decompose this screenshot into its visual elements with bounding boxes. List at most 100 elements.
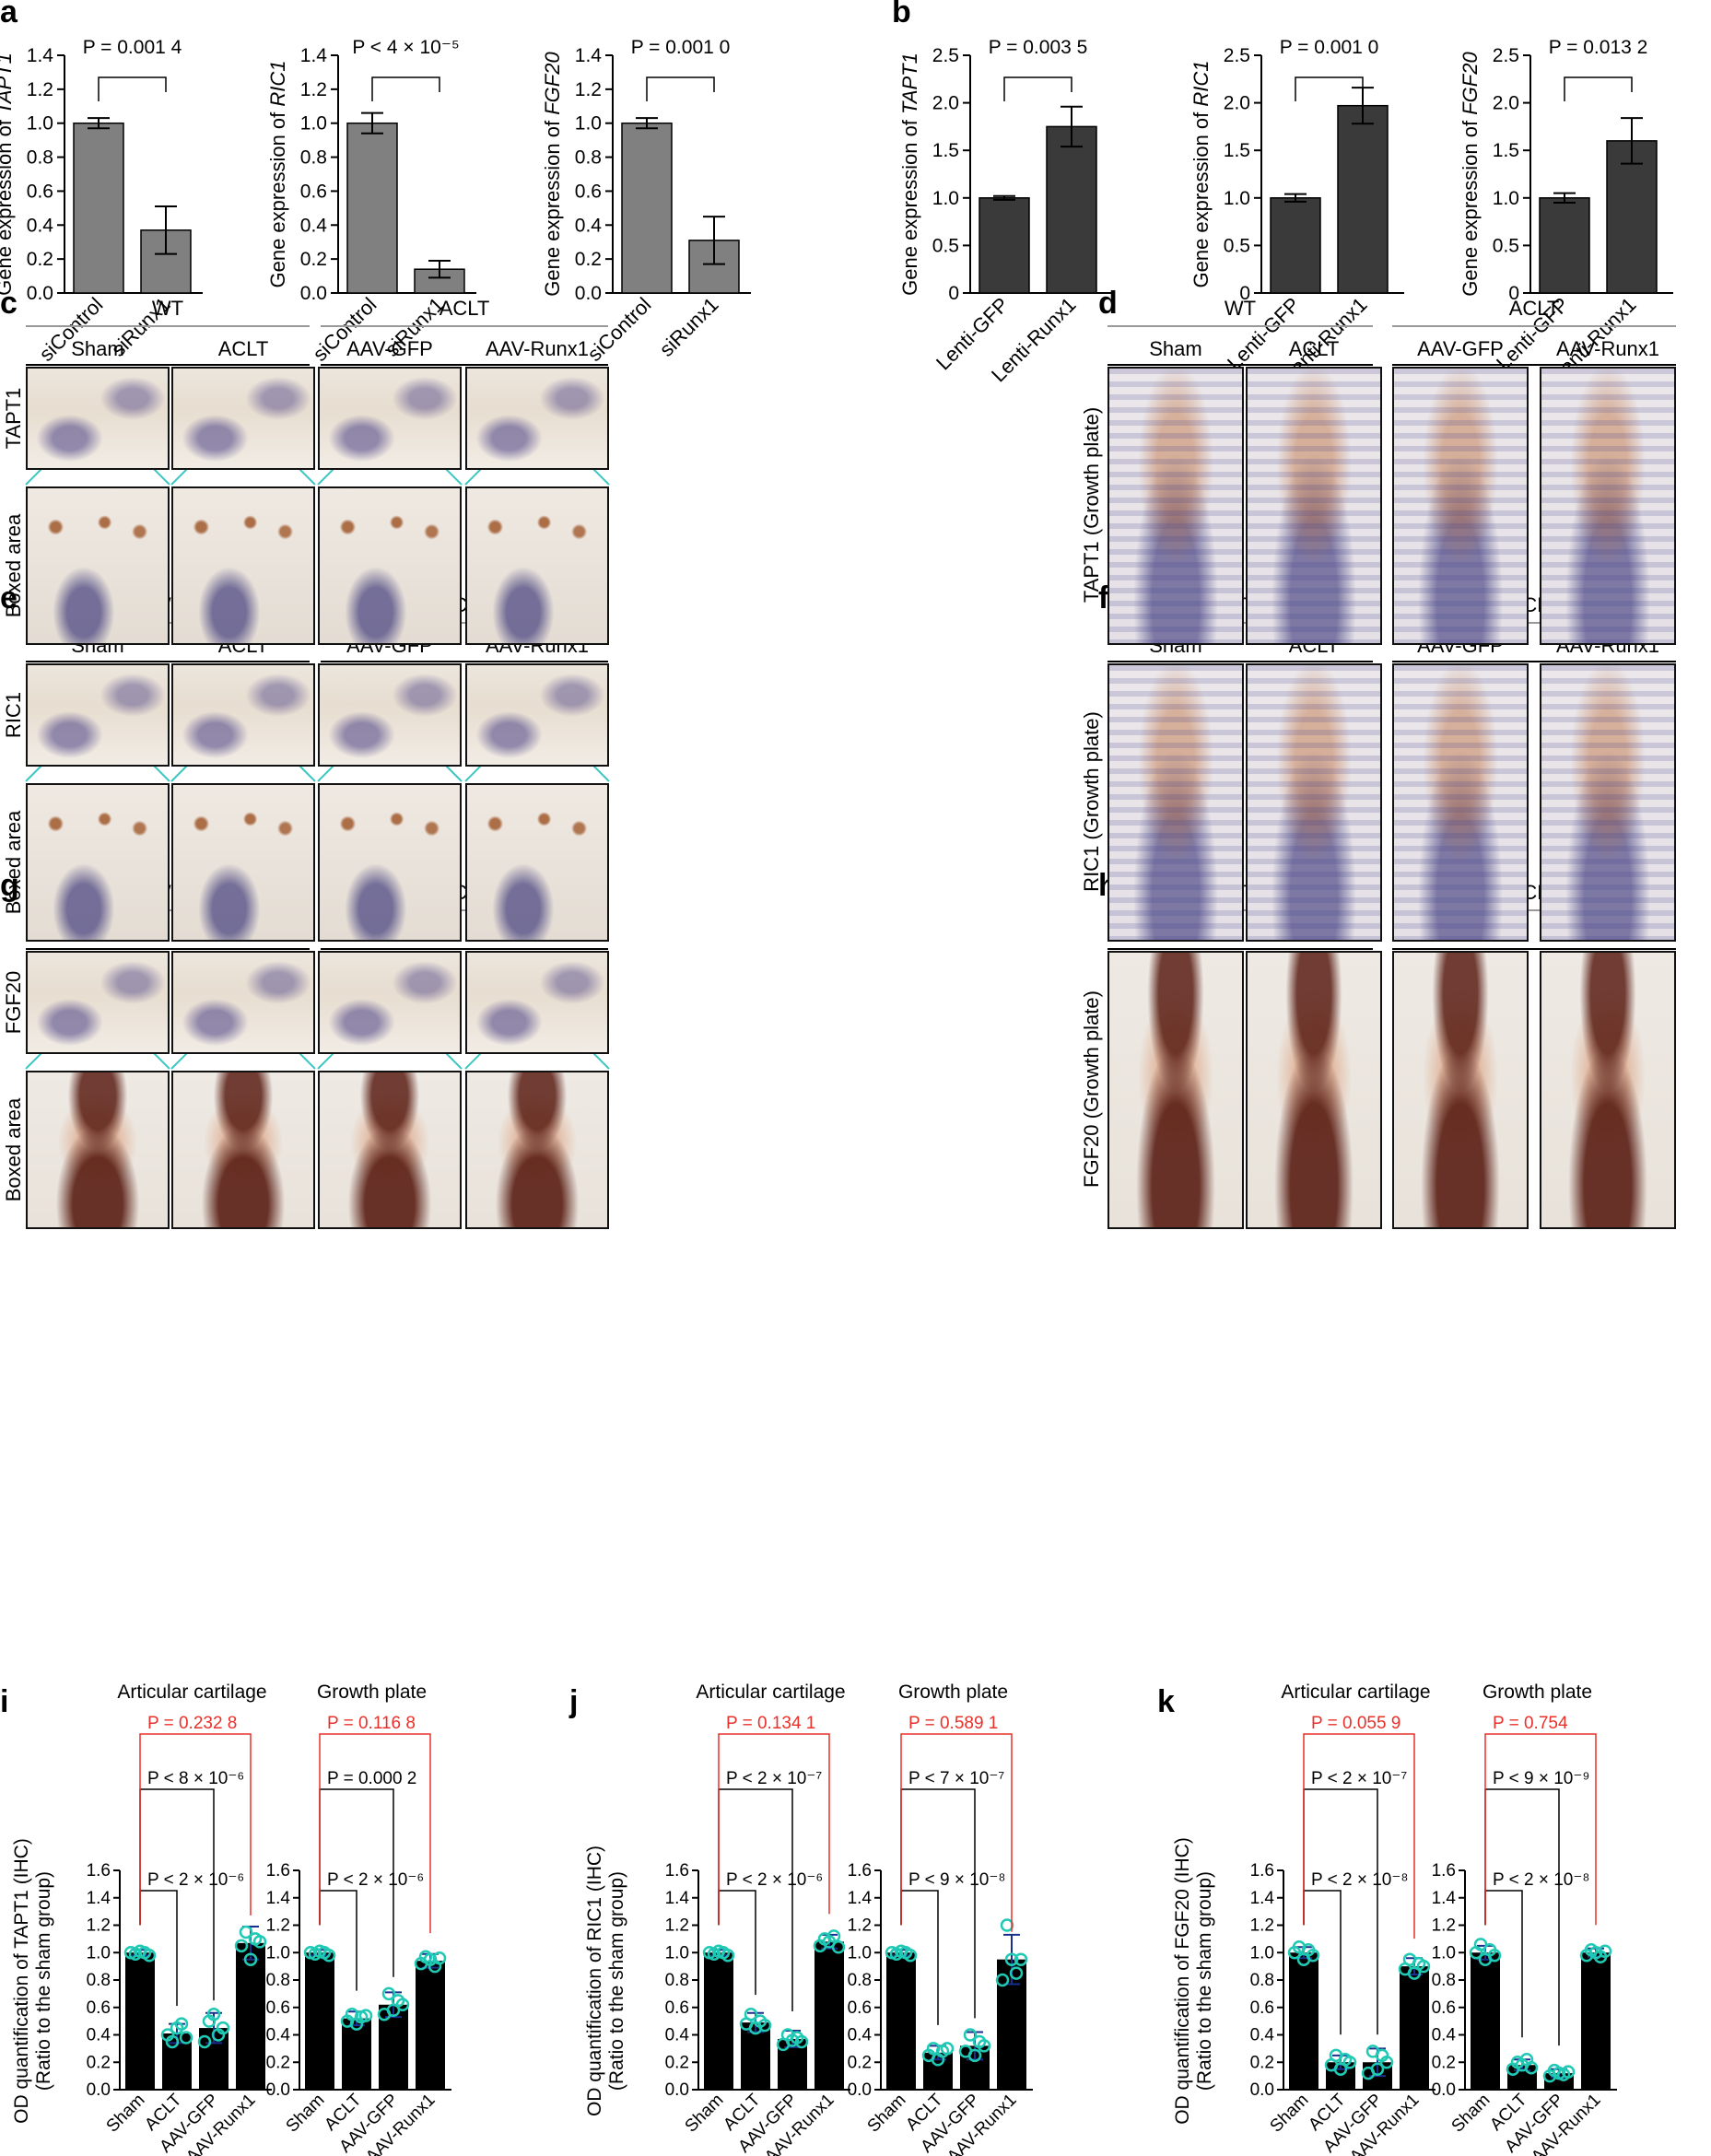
significance-bracket: [371, 76, 440, 101]
data-point: [179, 2031, 193, 2045]
comparison-bracket: [718, 1733, 830, 1926]
y-tick-label: 0.5: [1224, 235, 1250, 256]
y-tick-label: 1.4: [848, 1889, 873, 1908]
data-point: [1370, 2062, 1385, 2076]
micrograph-header: WT ACLT Sham ACLT AAV-GFP AAV-Runx1: [26, 297, 608, 366]
bar: [125, 1952, 155, 2090]
bar: [73, 122, 124, 294]
y-tick-label: 0.8: [27, 147, 53, 169]
y-tick-label: 0.8: [575, 147, 602, 169]
y-axis-label: Gene expression of RIC1: [266, 60, 289, 287]
marker-label: FGF20: [2, 971, 25, 1034]
y-axis-label: Gene expression of TAPT1: [0, 53, 16, 296]
micrograph-growth-plate-aav-gfp: [1392, 367, 1529, 645]
comparison-p-value: P = 0.589 1: [908, 1714, 998, 1733]
micrograph-growth-plate-aav-runx1: [1540, 367, 1676, 645]
data-point: [1009, 1966, 1024, 1980]
y-tick-label: 0.8: [1432, 1971, 1456, 1990]
y-tick-label: 0.5: [932, 235, 959, 256]
data-point: [234, 1939, 249, 1953]
micrograph-overview-aav-gfp: [318, 663, 462, 767]
comparison-p-value: P < 2 × 10⁻⁶: [726, 1870, 823, 1890]
micrograph-boxed-aav-runx1: [465, 783, 609, 942]
micrograph-boxed-aav-runx1: [465, 486, 609, 645]
y-tick-label: 0.0: [1250, 2080, 1274, 2100]
significance-bracket: [1295, 76, 1364, 101]
comparison-bracket: [900, 1733, 1013, 1932]
y-tick-label: 0.2: [1432, 2053, 1456, 2072]
data-point: [322, 1948, 336, 1963]
y-tick-label: 0.4: [87, 2026, 111, 2045]
y-tick-label: 0.0: [27, 283, 53, 304]
comparison-p-value: P < 2 × 10⁻⁸: [1311, 1870, 1408, 1890]
y-tick-label: 1.5: [932, 140, 959, 161]
panel-letter-f: f: [1098, 580, 1109, 615]
micrograph-overview-aav-runx1: [465, 367, 609, 470]
aclt-label: ACLT: [1509, 297, 1560, 320]
comparison-p-value: P = 0.116 8: [327, 1714, 416, 1733]
od-y-axis-sublabel: (Ratio to the sham group): [606, 1871, 627, 2091]
micrograph-growth-plate-aav-runx1: [1540, 663, 1676, 942]
data-point: [1561, 2065, 1576, 2079]
y-tick-label: 2.0: [932, 93, 959, 114]
micrograph-boxed-sham: [26, 783, 170, 942]
micrograph-boxed-aav-runx1: [465, 1071, 609, 1229]
micrograph-boxed-aav-gfp: [318, 783, 462, 942]
panel-letter-k: k: [1157, 1684, 1175, 1719]
boxed-area-label: Boxed area: [2, 1097, 25, 1201]
comparison-p-value: P < 2 × 10⁻⁷: [1311, 1769, 1407, 1788]
y-tick-label: 0.6: [300, 181, 327, 202]
panel-letter-d: d: [1098, 286, 1118, 321]
y-axis-label: Gene expression of RIC1: [1189, 60, 1213, 287]
y-tick-label: 0.8: [1250, 1971, 1274, 1990]
data-point: [165, 2034, 180, 2049]
y-tick-label: 0.4: [665, 2026, 690, 2045]
y-tick-label: 1.6: [266, 1861, 290, 1881]
bar: [1539, 197, 1590, 294]
micrograph-overview-sham: [26, 663, 170, 767]
growth-plate-label: FGF20 (Growth plate): [1080, 990, 1103, 1188]
gene-chart-a-fgf20: 0.0 0.2 0.4 0.6 0.8 1.0 1.2 1.4 Gene expression …: [541, 37, 751, 366]
y-tick-label: 1.0: [848, 1943, 872, 1963]
y-tick-label: 0.2: [300, 249, 327, 270]
group-label: Sham: [1149, 337, 1201, 360]
significance-bracket: [646, 76, 715, 101]
bar: [416, 1961, 445, 2090]
marker-label: RIC1: [2, 692, 25, 738]
y-tick-label: 0.2: [575, 249, 602, 270]
od-y-axis-label: OD quantification of RIC1 (IHC): [584, 1845, 605, 2116]
y-tick-label: 0.2: [87, 2053, 111, 2072]
micrograph-overview-aclt: [171, 951, 315, 1054]
y-tick-label: 1.5: [1224, 140, 1250, 161]
od-y-axis-sublabel: (Ratio to the sham group): [1194, 1871, 1215, 2091]
y-tick-label: 1.0: [87, 1943, 111, 1963]
micrograph-growth-plate-aclt: [1246, 951, 1382, 1229]
category-label: siRunx1: [655, 293, 723, 361]
p-value-label: P < 4 × 10⁻⁵: [352, 37, 459, 58]
y-tick-label: 1.6: [848, 1861, 872, 1881]
y-tick-label: 0: [1239, 283, 1250, 304]
od-y-axis-sublabel: (Ratio to the sham group): [33, 1871, 54, 2091]
y-tick-label: 0.4: [27, 215, 54, 236]
group-label: AAV-GFP: [346, 337, 433, 360]
data-point: [995, 1973, 1010, 1987]
data-point: [1014, 1952, 1028, 1966]
chart-subtitle: Articular cartilage: [117, 1681, 266, 1703]
y-tick-label: 1.4: [1250, 1889, 1275, 1908]
data-point: [1416, 1959, 1431, 1974]
y-tick-label: 0.8: [87, 1971, 111, 1990]
p-value-label: P = 0.001 0: [1280, 37, 1379, 58]
comparison-bracket: [1484, 1733, 1597, 1926]
panel-letter-c: c: [0, 286, 18, 321]
panel-letter-b: b: [892, 0, 911, 29]
data-point: [381, 1986, 396, 2001]
comparison-bracket: [319, 1733, 431, 1934]
y-tick-label: 0: [948, 283, 959, 304]
y-tick-label: 1.2: [266, 1916, 290, 1936]
y-tick-label: 1.2: [665, 1916, 689, 1936]
y-tick-label: 1.0: [1493, 188, 1519, 209]
y-axis-label: Gene expression of FGF20: [1459, 52, 1482, 297]
od-chart-j-articular: 0.0 0.2 0.4 0.6 0.8 1.0 1.2 1.4 1.6 Articular car…: [665, 1681, 850, 2156]
